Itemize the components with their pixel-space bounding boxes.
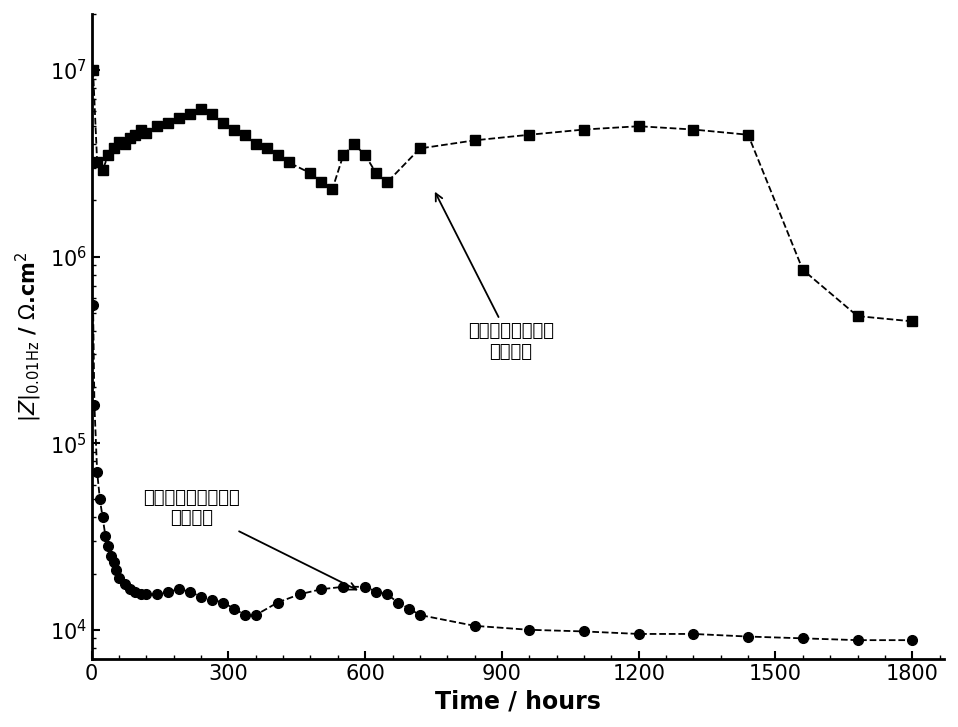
Text: 未添加石墨烯的环氧
富锥涂层: 未添加石墨烯的环氧 富锥涂层 bbox=[144, 489, 356, 590]
Text: 添加石墨烯的环氧
富锥涂层: 添加石墨烯的环氧 富锥涂层 bbox=[436, 193, 554, 361]
X-axis label: Time / hours: Time / hours bbox=[435, 689, 601, 713]
Y-axis label: $|Z|_{0.01\mathrm{Hz}}$ / $\Omega$.cm$^2$: $|Z|_{0.01\mathrm{Hz}}$ / $\Omega$.cm$^2… bbox=[13, 251, 44, 422]
